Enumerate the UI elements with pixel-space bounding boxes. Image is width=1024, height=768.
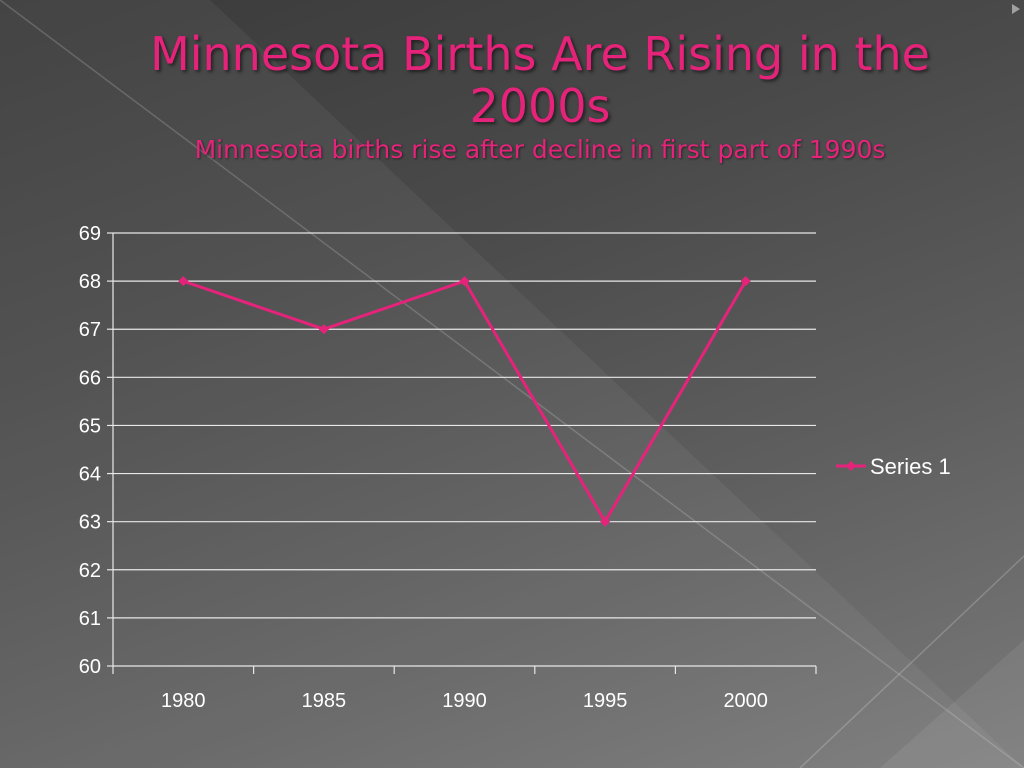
y-tick-label: 65 (79, 415, 101, 437)
y-tick-label: 67 (79, 319, 101, 341)
legend: Series 1 (836, 454, 951, 479)
data-point-marker (459, 276, 470, 287)
y-tick-label: 69 (79, 223, 101, 245)
series-layer (178, 276, 751, 527)
slide-title: Minnesota Births Are Rising in the 2000s (150, 27, 930, 133)
slide-subtitle: Minnesota births rise after decline in f… (194, 135, 886, 164)
x-tick-label: 1980 (161, 690, 206, 712)
y-tick-label: 62 (79, 560, 101, 582)
gridlines (113, 232, 816, 619)
data-point-marker (318, 324, 329, 335)
y-tick-label: 68 (79, 271, 101, 293)
y-tick-label: 61 (79, 608, 101, 630)
legend-marker (846, 461, 856, 471)
y-tick-label: 64 (79, 464, 101, 486)
x-tick-label: 1995 (583, 690, 628, 712)
y-tick-label: 66 (79, 367, 101, 389)
slide-header: Minnesota Births Are Rising in the 2000s… (120, 28, 960, 166)
series-line (182, 279, 747, 524)
y-tick-label: 60 (79, 656, 101, 678)
x-tick-label: 1985 (302, 690, 347, 712)
x-tick-label: 1990 (442, 690, 487, 712)
y-tick-label: 63 (79, 512, 101, 534)
slide-corner-arrow-icon (1012, 4, 1020, 14)
data-point-marker (740, 276, 751, 287)
data-point-marker (178, 276, 189, 287)
legend-label: Series 1 (870, 454, 951, 479)
data-point-marker (600, 516, 611, 527)
axes: 60 61 62 63 64 65 66 67 68 69 1980 1985 1990 1995 2000 (79, 223, 817, 712)
x-tick-label: 2000 (723, 690, 768, 712)
